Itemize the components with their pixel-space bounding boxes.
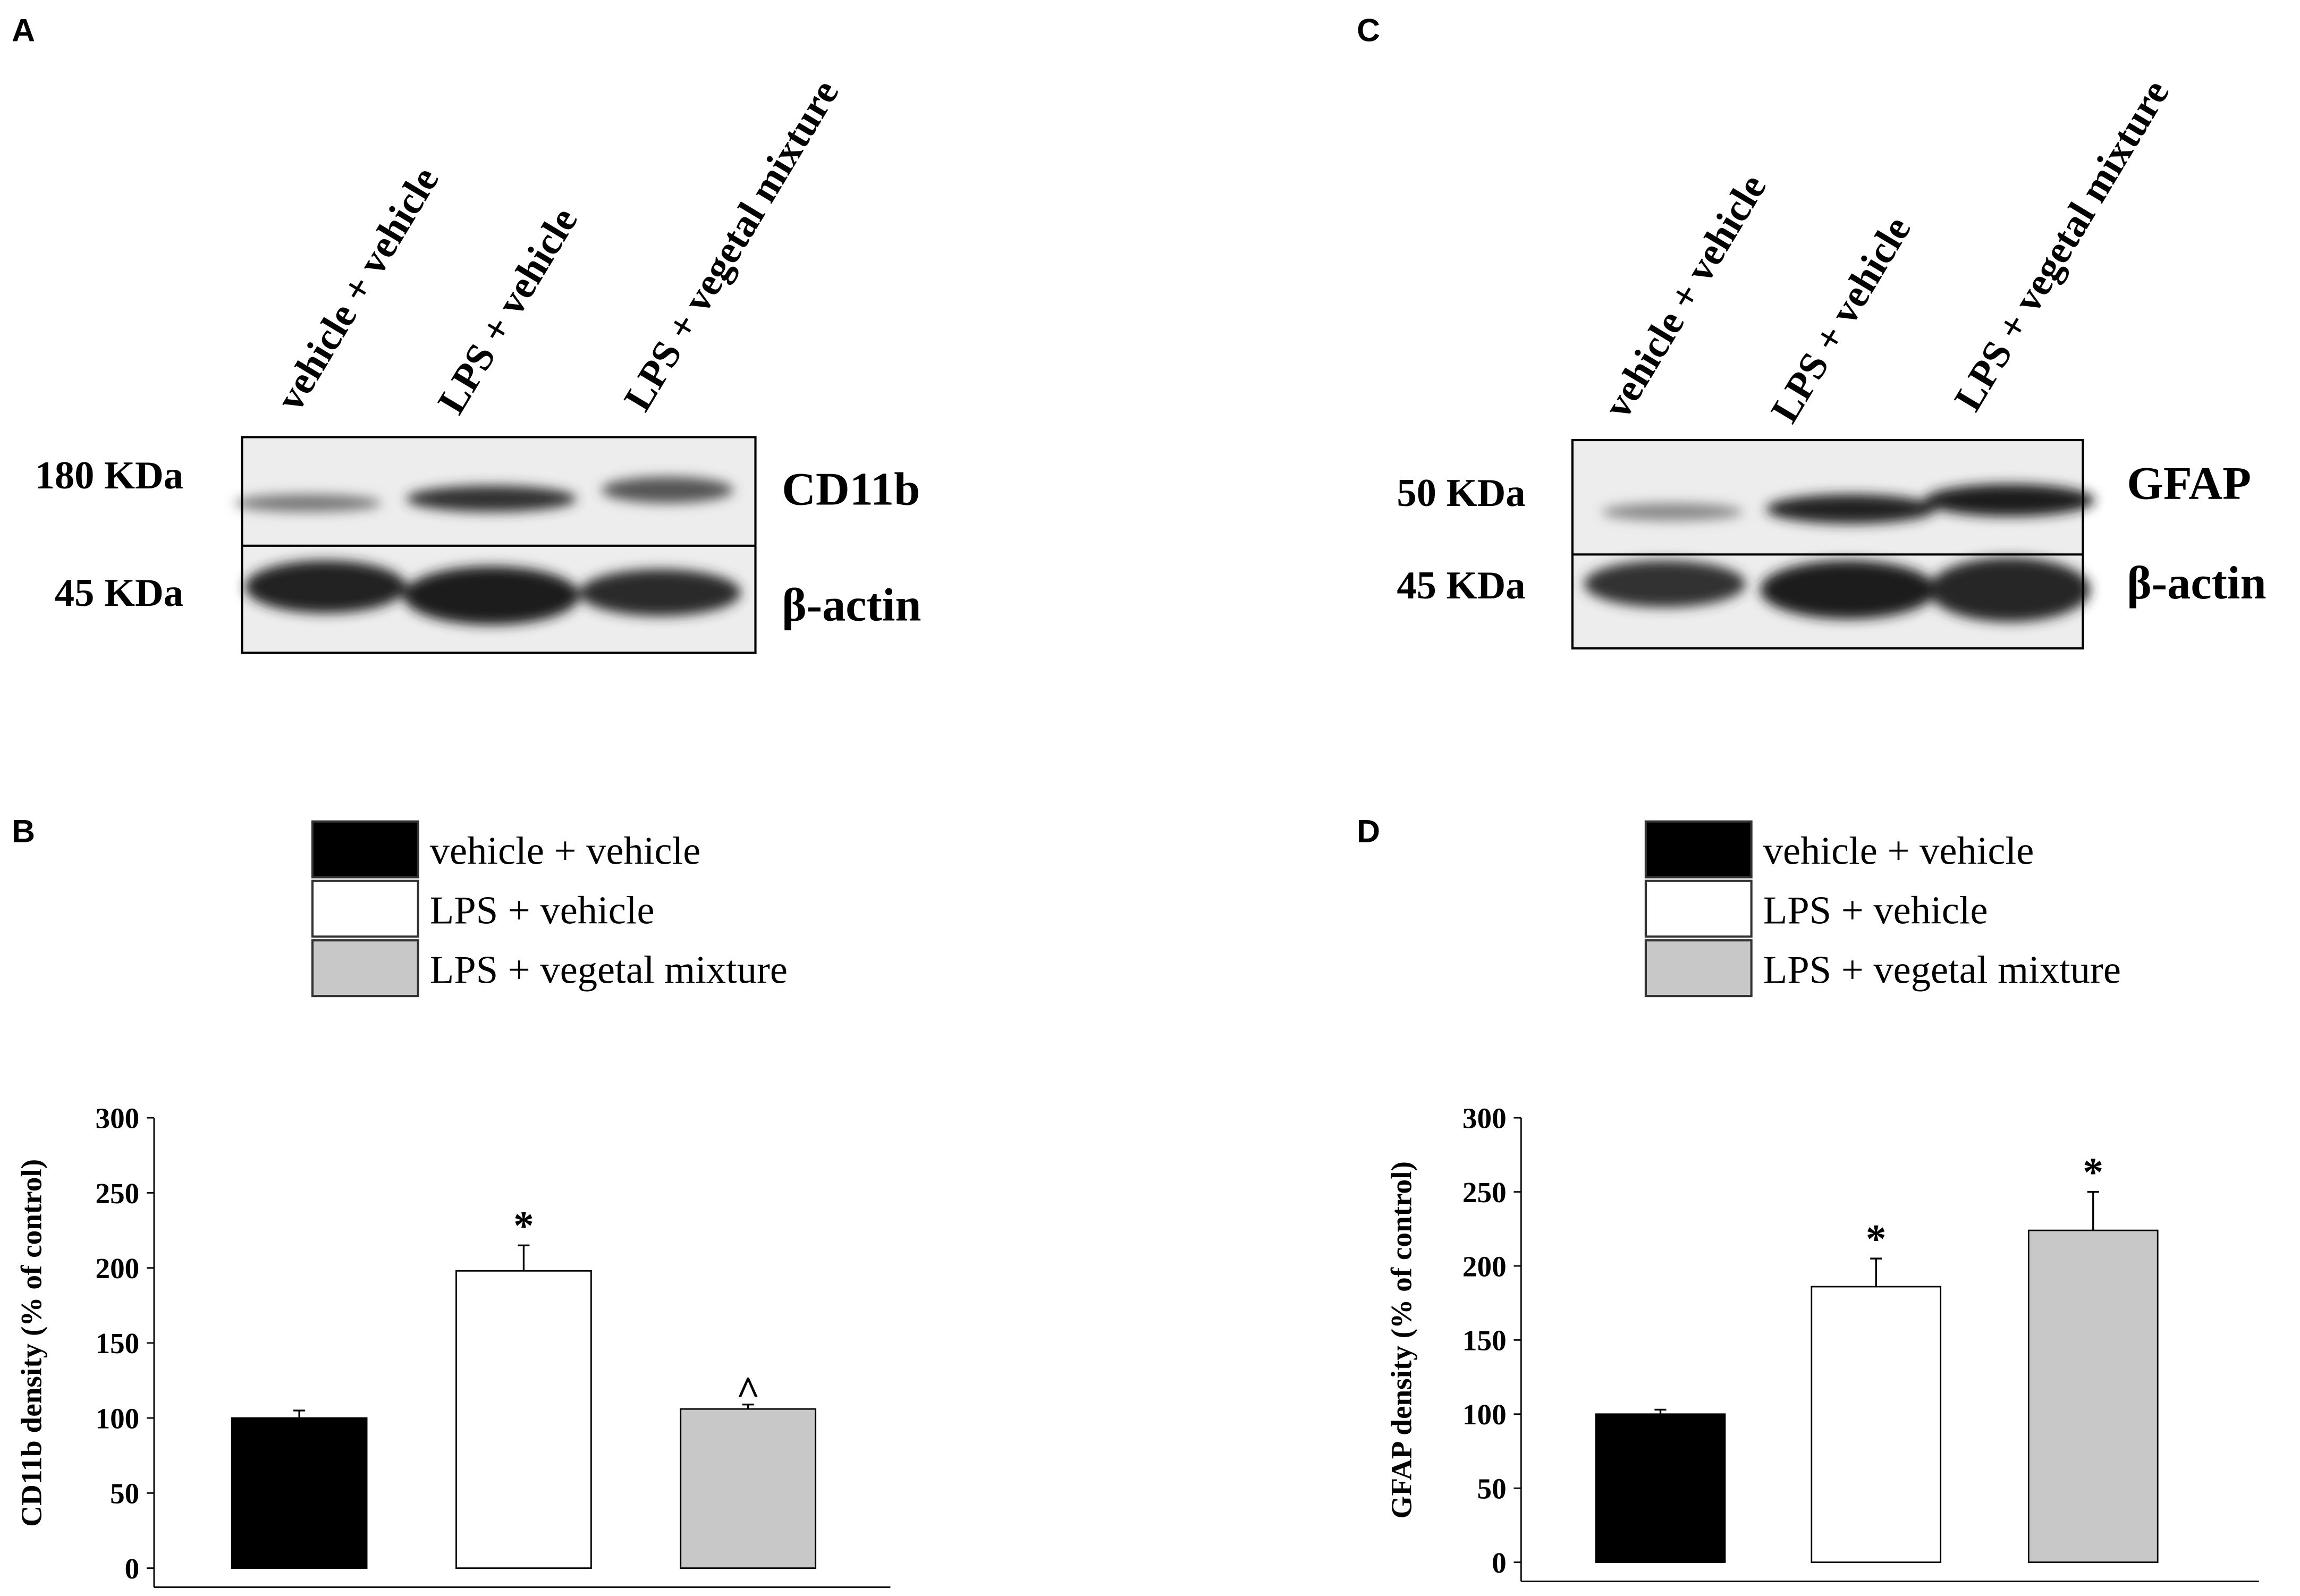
panel-label: C: [1357, 12, 1380, 48]
legend-swatch: [311, 820, 419, 879]
legend-swatch: [1644, 939, 1753, 998]
bar: [455, 1270, 592, 1569]
lane-label: LPS + vegetal mixture: [616, 73, 848, 418]
significance-mark: ^: [736, 1368, 760, 1414]
y-tick-label: 250: [1462, 1176, 1507, 1209]
bar: [231, 1417, 368, 1569]
bar: [2027, 1229, 2159, 1563]
bar: [1595, 1413, 1726, 1563]
legend-label: vehicle + vehicle: [1763, 830, 2034, 873]
legend-label: LPS + vehicle: [430, 889, 655, 932]
legend-swatch: [311, 939, 419, 998]
protein-label: CD11b: [782, 463, 920, 515]
bar: [1811, 1286, 1942, 1563]
molecular-weight: 180 KDa: [35, 454, 183, 497]
y-tick-label: 50: [1477, 1472, 1507, 1505]
y-tick-label: 0: [125, 1552, 140, 1585]
panel-label: B: [12, 813, 35, 849]
lane-label: vehicle + vehicle: [1596, 167, 1775, 426]
y-axis-label: GFAP density (% of control): [1385, 1161, 1417, 1518]
y-tick-label: 150: [96, 1327, 140, 1359]
legend-swatch: [311, 880, 419, 938]
y-tick-label: 200: [96, 1252, 140, 1285]
panel-label: D: [1357, 813, 1380, 849]
y-tick-label: 100: [1462, 1398, 1507, 1431]
blot-image: [1571, 438, 2095, 650]
legend-label: LPS + vehicle: [1763, 889, 1988, 932]
panel-label: A: [12, 12, 35, 48]
y-tick-label: 200: [1462, 1250, 1507, 1282]
significance-mark: *: [2083, 1150, 2103, 1195]
lane-label: LPS + vehicle: [429, 200, 586, 421]
lane-label: LPS + vehicle: [1763, 209, 1920, 430]
protein-label: β-actin: [2127, 557, 2266, 609]
y-tick-label: 250: [96, 1177, 140, 1210]
legend-label: LPS + vegetal mixture: [430, 948, 788, 992]
protein-label: GFAP: [2127, 457, 2251, 509]
lane-label: vehicle + vehicle: [268, 160, 447, 419]
legend-label: LPS + vegetal mixture: [1763, 948, 2121, 992]
y-axis-label: CD11b density (% of control): [15, 1159, 47, 1527]
significance-mark: *: [513, 1203, 534, 1248]
significance-mark: *: [1866, 1216, 1887, 1262]
y-tick-label: 300: [1462, 1102, 1507, 1135]
y-tick-label: 100: [96, 1402, 140, 1434]
molecular-weight: 45 KDa: [55, 571, 183, 615]
molecular-weight: 50 KDa: [1397, 471, 1525, 515]
y-tick-label: 0: [1492, 1547, 1507, 1579]
legend-label: vehicle + vehicle: [430, 830, 701, 873]
bar: [680, 1408, 817, 1569]
y-tick-label: 150: [1462, 1324, 1507, 1357]
lane-label: LPS + vegetal mixture: [1946, 73, 2178, 418]
blot-image: [234, 436, 757, 654]
protein-label: β-actin: [782, 579, 921, 631]
y-tick-label: 50: [110, 1477, 139, 1510]
legend-swatch: [1644, 820, 1753, 879]
molecular-weight: 45 KDa: [1397, 564, 1525, 607]
y-tick-label: 300: [96, 1102, 140, 1135]
legend-swatch: [1644, 880, 1753, 938]
